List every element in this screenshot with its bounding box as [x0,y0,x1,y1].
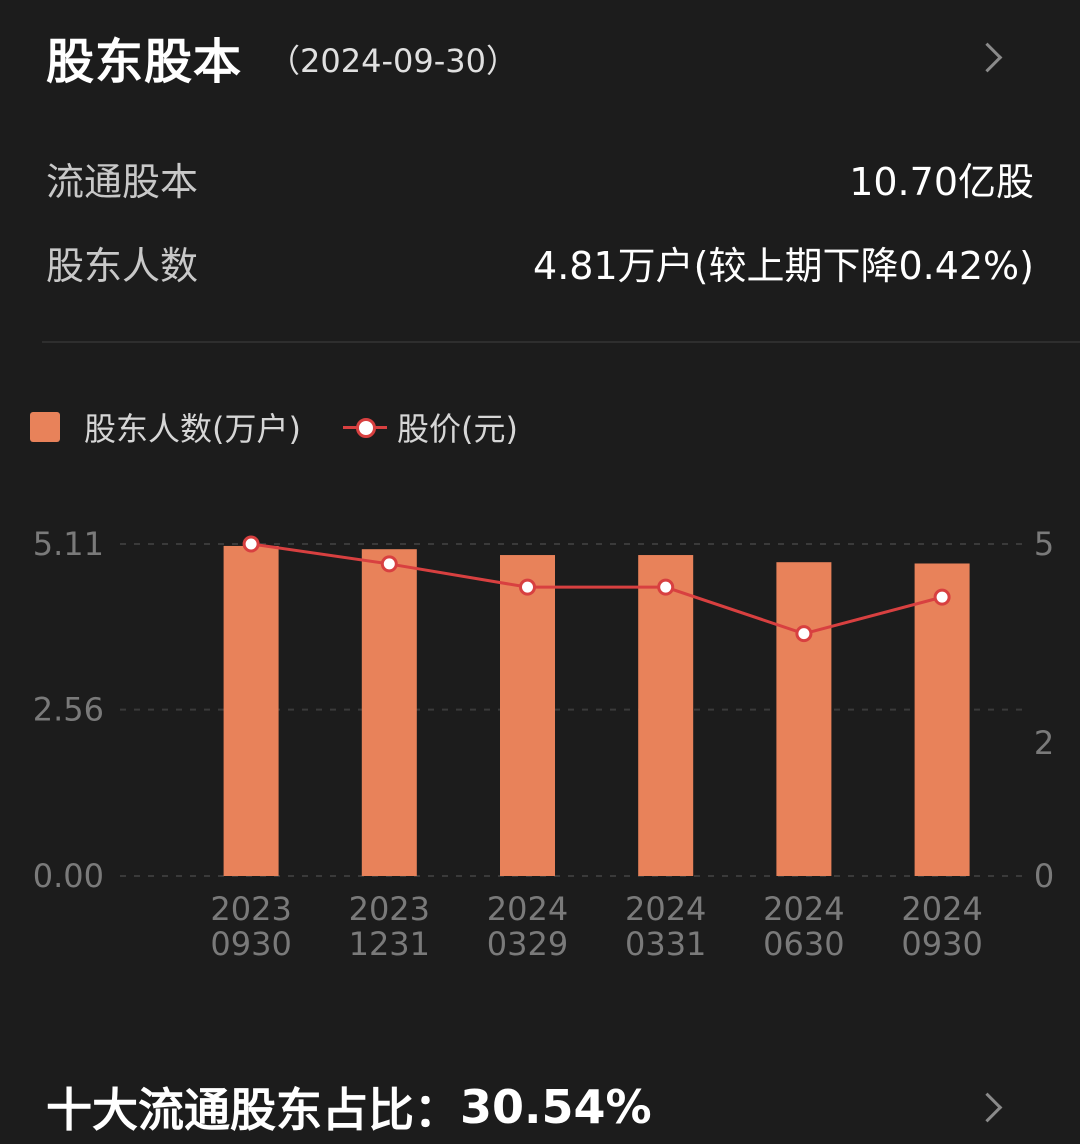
x-tick-label: 1231 [349,925,430,963]
x-tick-label: 2024 [625,890,706,928]
bar [638,555,694,876]
x-tick-label: 0331 [625,925,706,963]
stat-label: 股东人数 [46,243,199,288]
top10-section-header[interactable]: 十大流通股东占比： 30.54% [46,1072,1040,1142]
divider [42,341,1080,343]
legend-bar-label: 股东人数(万户) [84,410,301,448]
bar [776,562,832,876]
left-axis-tick: 2.56 [33,691,104,729]
right-axis-tick: 0 [1034,857,1054,895]
price-line [250,542,943,636]
price-point [657,578,675,596]
x-tick-label: 0930 [210,925,291,963]
x-tick-label: 2023 [210,890,291,928]
chevron-right-icon[interactable] [972,42,1003,72]
section-title: 股东股本 [46,34,243,90]
x-tick-label: 0930 [901,925,982,963]
bar [361,549,417,876]
x-tick-label: 0329 [487,925,568,963]
price-point [933,588,951,606]
x-tick-label: 2024 [901,890,982,928]
price-point [380,555,398,573]
x-tick-label: 0630 [763,925,844,963]
top10-title: 十大流通股东占比： [46,1083,460,1137]
stat-value: 4.81万户(较上期下降0.42%) [533,243,1034,288]
legend-line-label: 股价(元) [396,410,518,448]
chevron-right-icon[interactable] [972,1092,1003,1122]
bar [914,563,970,876]
price-point [519,578,536,596]
stat-value: 10.70亿股 [849,159,1034,204]
stat-label: 流通股本 [46,159,199,204]
legend-line-swatch [342,412,387,442]
legend-bar-swatch [30,412,60,442]
right-axis-tick: 2 [1034,724,1054,762]
chart-legend: 股东人数(万户) 股价(元) [30,402,518,452]
shareholder-chart: 5.112.560.005202023093020231231202403292… [33,525,1054,963]
price-point [242,535,260,553]
report-date: （2024-09-30） [268,42,518,80]
stat-row-float-shares: 流通股本 10.70亿股 [46,148,1034,208]
left-axis-tick: 5.11 [33,525,104,563]
stat-row-shareholders: 股东人数 4.81万户(较上期下降0.42%) [46,232,1034,292]
left-axis-tick: 0.00 [33,857,104,895]
right-axis-tick: 5 [1034,525,1054,563]
price-point [795,625,813,643]
bar [500,555,555,876]
bar [223,545,279,876]
top10-value: 30.54% [460,1080,652,1134]
section-header[interactable]: 股东股本 （2024-09-30） [46,22,1040,92]
x-tick-label: 2024 [763,890,844,928]
x-tick-label: 2023 [349,890,430,928]
x-tick-label: 2024 [487,890,568,928]
